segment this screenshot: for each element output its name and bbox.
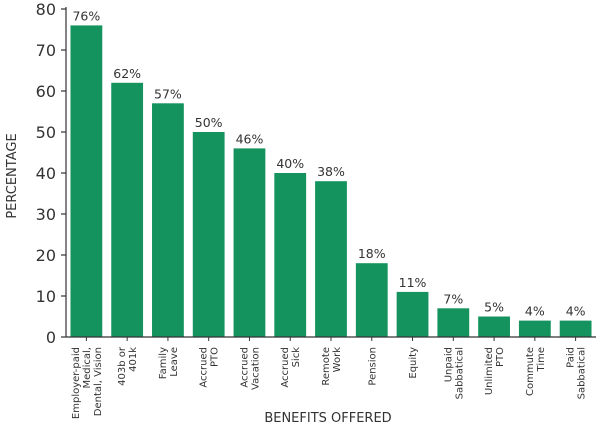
bar-value-label: 46%	[236, 131, 264, 146]
x-tick-label-text: AccruedPTO	[199, 347, 221, 388]
x-tick-label-line: Unpaid	[443, 347, 454, 382]
y-tick-label: 0	[46, 328, 56, 347]
x-tick-label-line: 403b or	[117, 346, 128, 386]
x-tick-label-line: Unlimited	[484, 347, 495, 395]
y-tick-label: 20	[36, 246, 56, 265]
y-tick-label: 50	[36, 123, 56, 142]
x-tick-label-line: Family	[158, 347, 169, 379]
x-tick-label-line: Accrued	[199, 347, 210, 388]
bar	[315, 181, 347, 337]
x-tick-label-line: Pension	[367, 347, 378, 386]
x-tick-label: CommuteTime	[525, 347, 547, 396]
y-tick-label: 60	[36, 82, 56, 101]
x-axis: Employer-paidMedical,Dental, Vision 403b …	[66, 336, 596, 419]
bar-value-label: 62%	[113, 66, 141, 81]
x-tick-label: RemoteWork	[321, 347, 343, 386]
x-tick-label-line: Accrued	[239, 347, 250, 388]
bar-value-label: 5%	[484, 300, 504, 315]
x-tick-label: Employer-paidMedical,Dental, Vision	[71, 347, 104, 419]
x-tick-label-line: PTO	[210, 347, 221, 367]
bar-value-label: 38%	[317, 164, 345, 179]
x-tick-label-text: UnlimitedPTO	[484, 347, 506, 395]
bar	[111, 82, 144, 337]
y-axis-title: PERCENTAGE	[5, 133, 20, 218]
x-tick-label-text: 403b or401k	[117, 346, 139, 386]
bar-value-label: 4%	[525, 304, 545, 319]
x-tick-label: PaidSabbatical	[566, 347, 588, 399]
x-tick-label-text: Employer-paidMedical,Dental, Vision	[71, 347, 104, 419]
x-tick-label-text: FamilyLeave	[158, 347, 180, 379]
x-axis-title: BENEFITS OFFERED	[264, 411, 391, 426]
bar-value-label: 4%	[566, 304, 586, 319]
bar-value-label: 76%	[72, 8, 100, 23]
bar-value-label: 50%	[195, 115, 223, 130]
bar-value-label: 40%	[276, 156, 304, 171]
x-tick-label-text: PaidSabbatical	[566, 347, 588, 399]
x-tick-label-line: Medical,	[82, 347, 93, 389]
bar	[233, 148, 266, 337]
x-tick-label-line: 401k	[128, 347, 139, 372]
x-tick-label-text: Equity	[408, 347, 419, 379]
bar-value-label: 11%	[399, 275, 427, 290]
bar-value-label: 18%	[358, 246, 386, 261]
x-tick-label: 403b or401k	[117, 346, 139, 386]
x-tick-label: UnlimitedPTO	[484, 347, 506, 395]
x-tick-label-line: Dental, Vision	[93, 347, 104, 416]
x-tick-label-line: Remote	[321, 347, 332, 386]
x-tick-label-line: Accrued	[280, 347, 291, 388]
y-axis: 0 10 20 30 40 50 60 70 80	[36, 0, 67, 347]
bar	[396, 291, 429, 337]
bar	[437, 308, 470, 337]
x-tick-label-line: Time	[536, 347, 547, 372]
x-tick-label-line: Vacation	[250, 347, 261, 390]
x-tick-label: AccruedVacation	[239, 347, 261, 390]
x-tick-label-line: Sick	[291, 347, 302, 368]
x-tick-label-line: Employer-paid	[71, 347, 82, 419]
bar	[355, 263, 388, 337]
x-tick-label-text: RemoteWork	[321, 347, 343, 386]
x-tick-label-line: Paid	[566, 347, 577, 368]
bar	[559, 320, 592, 337]
bar	[478, 316, 510, 337]
x-tick-label: FamilyLeave	[158, 347, 180, 379]
bar	[152, 103, 184, 337]
bar-value-label: 57%	[154, 86, 182, 101]
x-tick-label-line: Work	[332, 347, 343, 373]
x-tick-label-text: AccruedVacation	[239, 347, 261, 390]
x-tick-label: UnpaidSabbatical	[443, 347, 465, 399]
x-tick-label-text: Pension	[367, 347, 378, 386]
x-tick-label-text: CommuteTime	[525, 347, 547, 396]
x-tick-label-line: Commute	[525, 347, 536, 396]
y-tick-label: 70	[36, 41, 56, 60]
bar	[518, 320, 551, 337]
x-tick-label: AccruedSick	[280, 347, 302, 388]
bar	[274, 173, 307, 337]
bar-value-label: 7%	[443, 291, 463, 306]
y-tick-label: 10	[36, 287, 56, 306]
x-tick-label-line: Sabbatical	[577, 347, 588, 399]
y-tick-label: 40	[36, 164, 56, 183]
y-tick-label: 80	[36, 0, 56, 19]
x-tick-label: Pension	[367, 347, 378, 386]
x-tick-label-line: Sabbatical	[454, 347, 465, 399]
x-tick-label-text: UnpaidSabbatical	[443, 347, 465, 399]
x-tick-label-line: Leave	[169, 347, 180, 377]
x-tick-label-text: AccruedSick	[280, 347, 302, 388]
data-labels: 76% 62% 57% 50% 46% 40% 38% 18% 11% 7% 5% 4% 4%	[72, 8, 585, 318]
x-tick-label: Equity	[408, 347, 419, 379]
bars	[70, 25, 592, 338]
bar	[192, 132, 225, 337]
y-tick-label: 30	[36, 205, 56, 224]
bar	[70, 25, 103, 338]
x-tick-label-line: Equity	[408, 347, 419, 379]
x-tick-label-line: PTO	[495, 347, 506, 367]
x-tick-label: AccruedPTO	[199, 347, 221, 388]
